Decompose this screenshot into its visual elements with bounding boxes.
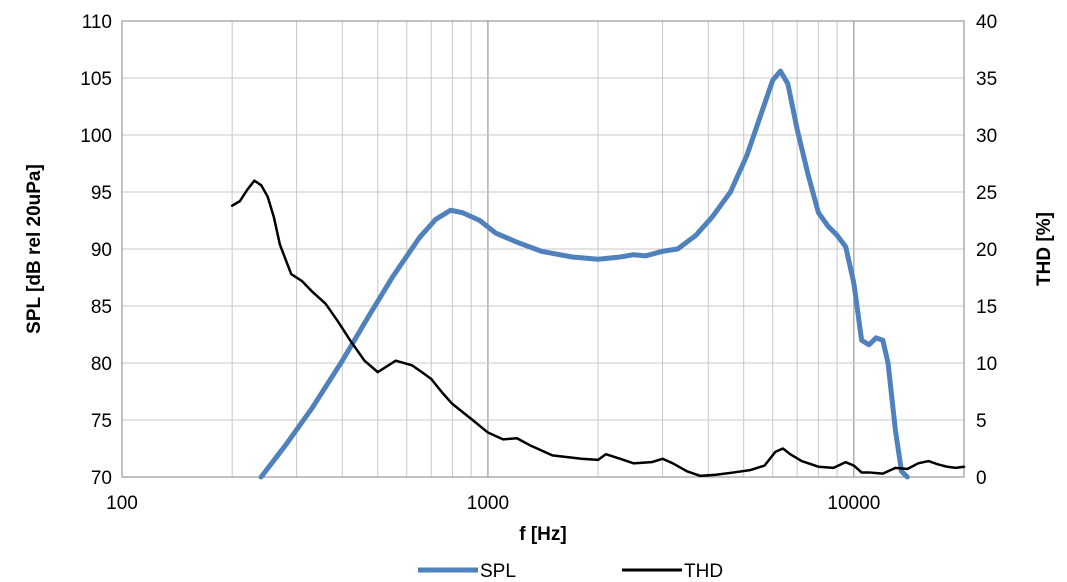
- x-tick-label: 100: [106, 493, 138, 514]
- series-layer: [230, 68, 966, 480]
- right-y-tick-label: 35: [976, 69, 997, 90]
- tick-labels: 100 1000 10000 70 75 80 85 90 95 100 105 110 0 5 10 15 2…: [80, 12, 997, 514]
- x-axis-title: f [Hz]: [519, 524, 566, 545]
- right-y-tick-label: 10: [976, 354, 997, 375]
- left-y-tick-label: 75: [91, 411, 112, 432]
- right-y-tick-label: 0: [976, 468, 987, 489]
- right-y-tick-label: 20: [976, 240, 997, 261]
- right-y-tick-label: 25: [976, 183, 997, 204]
- left-y-tick-label: 90: [91, 240, 112, 261]
- left-y-tick-label: 110: [82, 12, 112, 33]
- x-tick-label: 10000: [827, 493, 880, 514]
- left-y-tick-label: 70: [91, 468, 112, 489]
- legend-label-thd: THD: [684, 561, 723, 582]
- right-y-tick-label: 15: [976, 297, 997, 318]
- left-y-tick-label: 80: [91, 354, 112, 375]
- series-line-thd: [230, 179, 966, 478]
- left-y-tick-label: 100: [80, 126, 112, 147]
- x-tick-label: 1000: [467, 493, 509, 514]
- legend: SPL THD: [418, 561, 723, 582]
- left-y-axis-title: SPL [dB rel 20uPa]: [24, 164, 45, 334]
- right-y-tick-label: 40: [976, 12, 997, 33]
- left-y-tick-label: 85: [91, 297, 112, 318]
- plot-area-frame: [121, 20, 965, 478]
- left-y-tick-label: 105: [80, 69, 112, 90]
- series-line-spl: [258, 68, 910, 480]
- grid: [121, 20, 965, 478]
- legend-label-spl: SPL: [480, 561, 516, 582]
- right-y-axis-title: THD [%]: [1034, 212, 1055, 286]
- right-y-tick-label: 30: [976, 126, 997, 147]
- left-y-tick-label: 95: [91, 183, 112, 204]
- right-y-tick-label: 5: [976, 411, 987, 432]
